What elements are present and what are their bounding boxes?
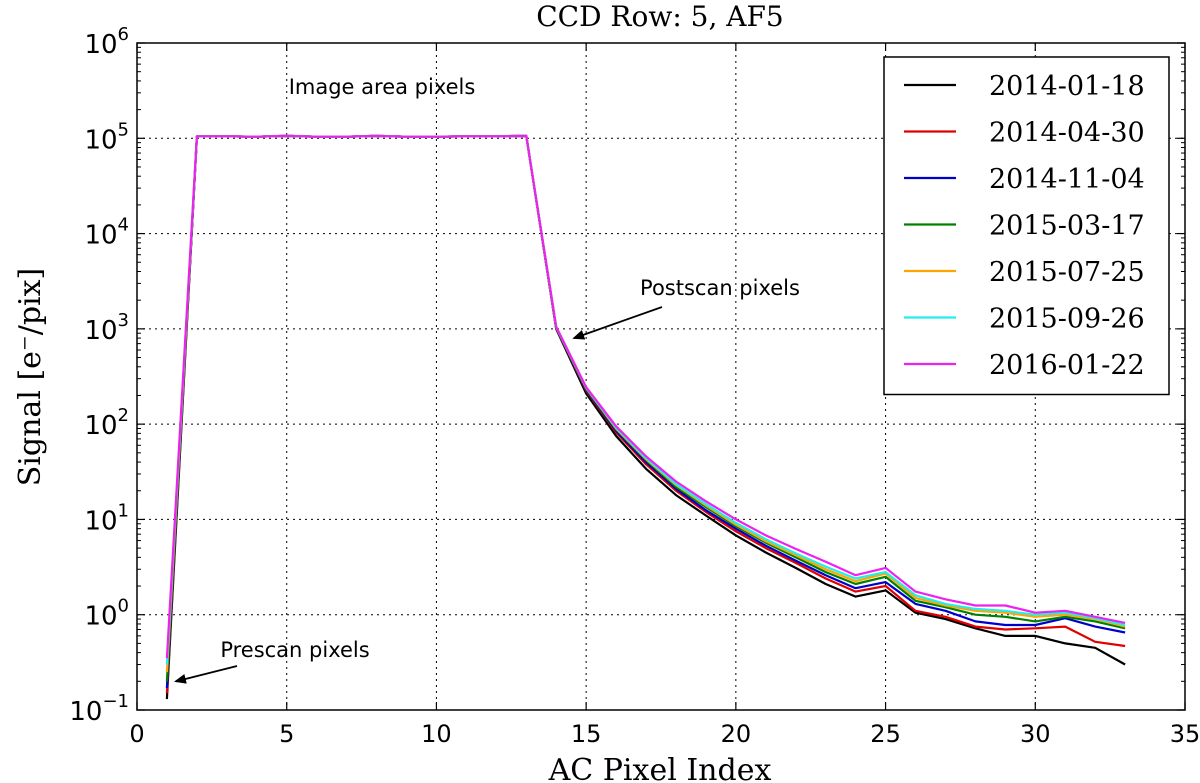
axis-ticks: 0 5 10 15 20 25 30 35 10−1 100 101 102 103 104 105 106 [69, 24, 1200, 748]
x-tick-label: 35 [1170, 720, 1200, 748]
series-lines [165, 134, 1126, 700]
annotation-postscan-arrow [572, 306, 663, 340]
x-tick-label: 0 [129, 720, 144, 748]
annotation-image-area: Image area pixels [289, 75, 476, 99]
y-axis-label: Signal [e⁻/pix] [13, 268, 48, 487]
series-line-2016-01-22 [165, 134, 1126, 659]
annotation-prescan-arrow [173, 665, 238, 684]
y-tick-label: 106 [84, 24, 129, 60]
y-tick-label: 105 [84, 119, 129, 155]
x-tick-label: 20 [721, 720, 752, 748]
legend-label-2015-03-17: 2015-03-17 [989, 211, 1145, 242]
legend-label-2016-01-22: 2016-01-22 [989, 350, 1145, 381]
y-tick-label: 101 [84, 500, 129, 536]
legend-label-2015-09-26: 2015-09-26 [989, 304, 1145, 335]
y-tick-label: 100 [84, 596, 129, 632]
x-tick-label: 10 [421, 720, 452, 748]
annotation-prescan: Prescan pixels [220, 638, 369, 662]
x-tick-label: 25 [870, 720, 901, 748]
legend: 2014-01-18 2014-04-30 2014-11-04 2015-03-17… [883, 56, 1170, 396]
annotations: Image area pixels Postscan pixels Prescan … [173, 75, 800, 684]
grid [137, 43, 1185, 710]
x-tick-label: 15 [571, 720, 602, 748]
x-tick-label: 30 [1020, 720, 1051, 748]
chart-title: CCD Row: 5, AF5 [536, 0, 784, 33]
plot-area-frame [136, 42, 1186, 711]
y-tick-label: 104 [84, 215, 129, 251]
legend-label-2015-07-25: 2015-07-25 [989, 257, 1145, 288]
x-tick-label: 5 [279, 720, 294, 748]
legend-label-2014-01-18: 2014-01-18 [989, 71, 1145, 102]
legend-label-2014-11-04: 2014-11-04 [989, 164, 1145, 195]
legend-label-2014-04-30: 2014-04-30 [989, 118, 1145, 149]
annotation-postscan: Postscan pixels [640, 276, 800, 300]
x-axis-label: AC Pixel Index [548, 753, 772, 783]
legend-box [883, 56, 1170, 396]
y-tick-label: 102 [84, 405, 129, 441]
y-tick-label: 10−1 [69, 691, 129, 727]
y-tick-label: 103 [84, 310, 129, 346]
